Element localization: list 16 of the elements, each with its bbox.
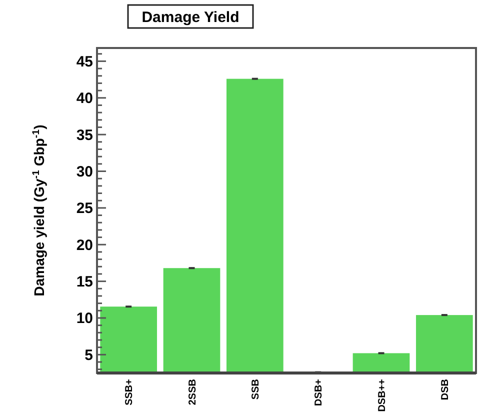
y-tick-label: 45	[76, 53, 93, 70]
x-tick-label: DSB++	[376, 378, 388, 412]
x-tick-label: SSB+	[124, 378, 136, 406]
x-tick-label: DSB+	[314, 378, 325, 406]
y-tick-label: 35	[76, 126, 93, 144]
x-tick-label: SSB	[250, 379, 262, 400]
y-tick-label: 15	[76, 274, 93, 291]
chart-title: Damage Yield	[142, 9, 240, 26]
x-tick-label: 2SSB	[187, 379, 198, 406]
y-tick-label: 25	[76, 200, 93, 218]
x-tick-label: DSB	[440, 379, 451, 400]
y-tick-label: 5	[84, 346, 93, 364]
y-tick-label: 30	[76, 164, 93, 180]
y-tick-label: 10	[76, 310, 93, 328]
y-tick-label: 40	[76, 90, 93, 108]
y-tick-label: 20	[76, 236, 93, 254]
